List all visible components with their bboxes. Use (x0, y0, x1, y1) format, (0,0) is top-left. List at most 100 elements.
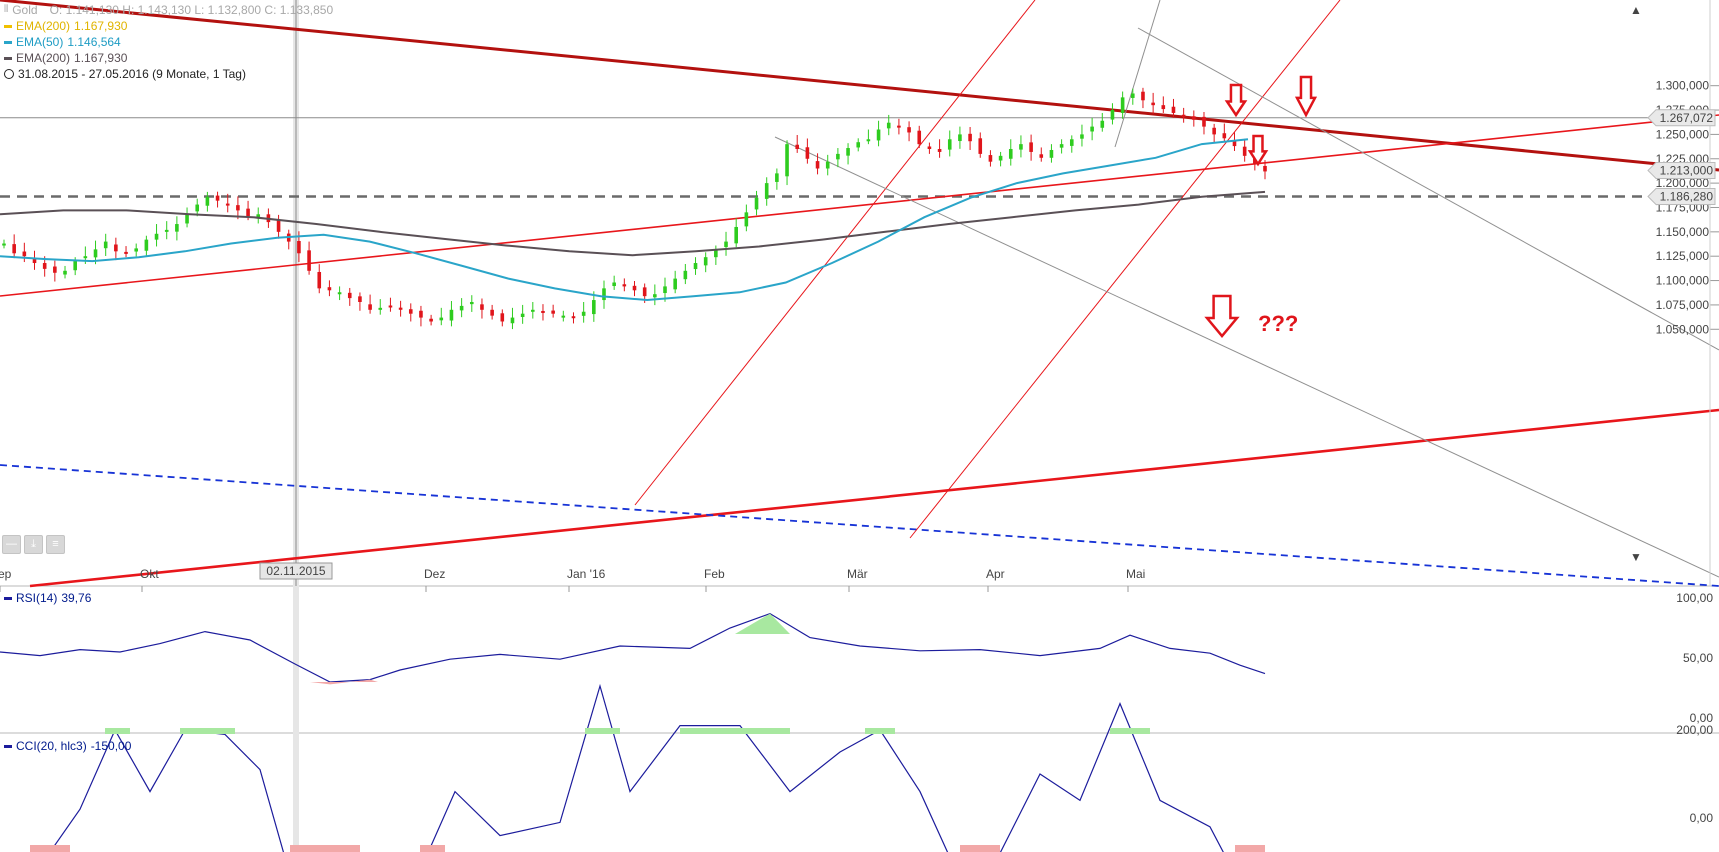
candle-body (185, 214, 189, 224)
candle-body (1181, 114, 1186, 117)
candle-body (785, 144, 789, 177)
price-tick-label: 1.200,000 (1656, 176, 1710, 190)
price-tick-label: 1.100,000 (1656, 274, 1710, 288)
cci-overbought-fill (865, 728, 895, 734)
candle-body (734, 226, 738, 244)
candle-body (836, 153, 840, 160)
candle-body (561, 315, 566, 318)
gray-line-1 (774, 136, 1719, 578)
cci-overbought-fill (680, 728, 790, 734)
candle-body (317, 271, 322, 289)
candle-body (236, 205, 240, 211)
candle-body (927, 146, 932, 150)
rsi-title: RSI(14) 39,76 (4, 591, 91, 605)
candle-body (276, 219, 281, 232)
candle-body (449, 309, 454, 321)
candle-body (1049, 149, 1054, 158)
cci-overbought-fill (585, 728, 620, 734)
candle-body (1192, 116, 1196, 120)
price-marker (1647, 187, 1716, 205)
candle-body (754, 197, 759, 210)
candle-body (968, 133, 972, 142)
candle-body (714, 249, 718, 258)
candle-body (22, 251, 27, 257)
candle-body (622, 284, 627, 287)
ema200b-swatch (4, 56, 12, 60)
candle-body (937, 149, 942, 152)
candle-body (480, 304, 484, 310)
price-tick-label: 1.125,000 (1656, 249, 1710, 263)
clock-icon (4, 69, 14, 79)
minimize-pane-icon[interactable]: — (2, 535, 21, 554)
ohlc-values: O: 1.141,130 H: 1.143,130 L: 1.132,800 C… (49, 3, 334, 17)
ema50-swatch (4, 40, 12, 44)
candle-body (998, 155, 1003, 161)
candle-body (297, 240, 301, 254)
candle-body (856, 142, 861, 148)
candle-body (1080, 134, 1084, 139)
ema50-value: 1.146,564 (67, 35, 121, 49)
candle-body (144, 239, 149, 251)
candle-body (368, 304, 372, 310)
candle-body (764, 183, 769, 199)
candle-body (673, 278, 677, 290)
candle-body (724, 241, 728, 248)
candle-body (531, 309, 535, 312)
candle-body (815, 161, 820, 169)
candle-body (114, 244, 118, 252)
cci-oversold-fill (30, 845, 70, 852)
menu-icon[interactable]: ≡ (46, 535, 65, 554)
candle-body (500, 313, 505, 322)
candle-body (83, 256, 88, 259)
rsi-swatch (4, 596, 12, 600)
candle-body (1029, 142, 1033, 152)
chart-legend: ⫴ Gold O: 1.141,130 H: 1.143,130 L: 1.13… (4, 2, 333, 82)
cci-tick-label: 200,00 (1676, 723, 1713, 737)
channel-red-2 (909, 0, 1341, 539)
candle-body (103, 241, 108, 249)
x-tick-label: Jan '16 (567, 567, 606, 581)
candle-body (866, 139, 871, 142)
cci-oversold-fill (290, 845, 360, 852)
scroll-up-icon: ▲ (1630, 3, 1642, 17)
candle-body (876, 129, 881, 141)
down-arrow-1 (1224, 83, 1248, 118)
x-tick-label: Dez (424, 567, 445, 581)
rsi-tick-label: 0,00 (1690, 711, 1714, 725)
price-tick-label: 1.075,000 (1656, 298, 1710, 312)
rsi-tick-label: 100,00 (1676, 591, 1713, 605)
candle-body (1171, 106, 1176, 113)
candle-body (917, 130, 922, 145)
rsi-tick-label: 50,00 (1683, 651, 1713, 665)
candle-body (225, 203, 230, 206)
candlestick-series (2, 87, 1267, 330)
candle-body (256, 214, 261, 219)
candle-body (337, 292, 342, 295)
candle-body (653, 294, 657, 298)
cci-swatch (4, 744, 12, 748)
candle-body (1019, 144, 1023, 150)
download-icon[interactable]: ⤓ (24, 535, 43, 554)
candle-body (1151, 102, 1155, 106)
candle-body (134, 248, 139, 252)
x-tick-label: Mär (847, 567, 868, 581)
candle-body (42, 263, 47, 269)
down-arrow-3 (1247, 134, 1269, 167)
price-marker-label: 1.186,280 (1660, 189, 1714, 203)
candle-body (805, 147, 810, 159)
candle-body (571, 316, 576, 319)
ema200b-value: 1.167,930 (74, 51, 128, 65)
candle-body (2, 243, 6, 246)
candle-body (459, 305, 464, 311)
candle-body (520, 313, 525, 318)
instrument-icon: ⫴ (4, 4, 9, 15)
price-tick-label: 1.150,000 (1656, 225, 1710, 239)
cci-oversold-fill (420, 845, 445, 852)
gray-line-3 (1114, 0, 1161, 148)
candle-body (1242, 146, 1247, 156)
cci-tick-label: 0,00 (1690, 811, 1714, 825)
candle-body (124, 251, 128, 254)
candle-body (693, 263, 698, 270)
candle-body (988, 155, 993, 162)
